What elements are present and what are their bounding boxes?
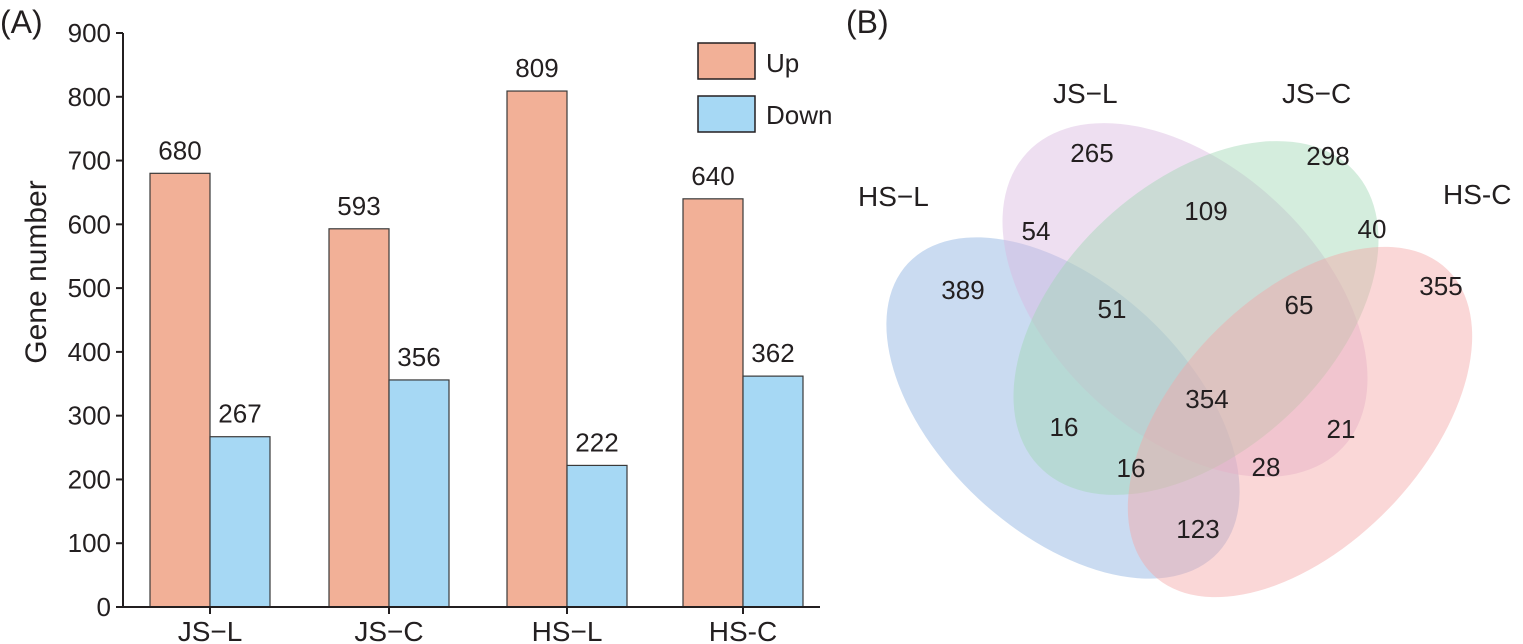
bar-value-label: 362 bbox=[751, 338, 794, 368]
legend-label-up: Up bbox=[766, 48, 799, 78]
bar-value-label: 640 bbox=[691, 161, 734, 191]
venn-count: 265 bbox=[1070, 138, 1113, 168]
venn-ellipses bbox=[886, 123, 1473, 598]
venn-panel: (B) HS−L JS−L JS−C HS-C 265 298 109 54 4… bbox=[846, 4, 1511, 598]
bar-value-label: 267 bbox=[218, 399, 261, 429]
legend-swatch-up bbox=[697, 42, 756, 80]
venn-ellipse-js-l bbox=[1002, 123, 1368, 477]
y-axis-ticks: 0 100 200 300 400 500 600 700 800 900 bbox=[68, 18, 123, 622]
venn-count: 51 bbox=[1098, 294, 1127, 324]
y-tick-label: 900 bbox=[68, 18, 111, 48]
y-tick-label: 300 bbox=[68, 401, 111, 431]
venn-count: 16 bbox=[1050, 412, 1079, 442]
y-tick-label: 600 bbox=[68, 209, 111, 239]
y-tick-label: 0 bbox=[97, 592, 111, 622]
venn-ellipse-hs-l bbox=[886, 237, 1240, 579]
venn-count: 354 bbox=[1185, 384, 1228, 414]
bar-down-0 bbox=[209, 436, 271, 608]
bar-value-labels: 680 267 593 356 809 222 640 362 bbox=[158, 53, 794, 457]
legend-swatch-down bbox=[697, 95, 756, 133]
bar-up-0 bbox=[149, 172, 211, 608]
venn-set-labels: HS−L JS−L JS−C HS-C bbox=[858, 78, 1511, 212]
venn-count: 123 bbox=[1176, 514, 1219, 544]
bar-value-label: 809 bbox=[515, 53, 558, 83]
venn-count: 355 bbox=[1419, 271, 1462, 301]
bar-value-label: 680 bbox=[158, 135, 201, 165]
venn-ellipse-hs-c bbox=[1127, 246, 1473, 598]
bar-up-3 bbox=[682, 198, 744, 608]
bar-value-label: 356 bbox=[397, 342, 440, 372]
venn-count: 28 bbox=[1252, 452, 1281, 482]
set-label-js-l: JS−L bbox=[1053, 78, 1118, 109]
y-axis-label: Gene number bbox=[20, 180, 53, 363]
legend: Up Down bbox=[697, 42, 832, 133]
bar-down-1 bbox=[388, 379, 450, 608]
bar-value-label: 593 bbox=[337, 191, 380, 221]
set-label-hs-l: HS−L bbox=[858, 181, 929, 212]
x-axis-ticks: JS−L JS−C HS−L HS-C bbox=[178, 607, 777, 644]
y-tick-label: 700 bbox=[68, 146, 111, 176]
set-label-js-c: JS−C bbox=[1282, 78, 1351, 109]
venn-count: 54 bbox=[1022, 216, 1051, 246]
bar-down-2 bbox=[566, 464, 628, 608]
y-tick-label: 800 bbox=[68, 82, 111, 112]
venn-ellipse-js-c bbox=[1013, 141, 1379, 495]
venn-count: 21 bbox=[1327, 414, 1356, 444]
x-tick-label: HS−L bbox=[532, 616, 603, 644]
venn-region-counts: 265 298 109 54 40 389 355 51 65 354 16 2… bbox=[941, 138, 1462, 544]
x-tick-label: JS−L bbox=[178, 616, 243, 644]
legend-label-down: Down bbox=[766, 100, 832, 130]
x-tick-label: JS−C bbox=[354, 616, 423, 644]
panel-label-a: (A) bbox=[0, 4, 43, 40]
venn-count: 298 bbox=[1306, 141, 1349, 171]
venn-count: 65 bbox=[1285, 290, 1314, 320]
bar-chart-panel: (A) Gene number 0 100 200 300 400 500 600 700 80… bbox=[0, 4, 832, 644]
x-tick-label: HS-C bbox=[709, 616, 777, 644]
bar-value-label: 222 bbox=[575, 427, 618, 457]
venn-count: 109 bbox=[1184, 196, 1227, 226]
panel-label-b: (B) bbox=[846, 4, 889, 40]
y-tick-label: 400 bbox=[68, 337, 111, 367]
y-tick-label: 500 bbox=[68, 273, 111, 303]
bar-up-1 bbox=[328, 228, 390, 608]
venn-count: 40 bbox=[1358, 214, 1387, 244]
bar-up-2 bbox=[506, 90, 568, 608]
set-label-hs-c: HS-C bbox=[1443, 179, 1511, 210]
bar-down-3 bbox=[742, 375, 804, 608]
y-tick-label: 200 bbox=[68, 464, 111, 494]
venn-count: 16 bbox=[1117, 453, 1146, 483]
y-tick-label: 100 bbox=[68, 528, 111, 558]
venn-count: 389 bbox=[941, 275, 984, 305]
